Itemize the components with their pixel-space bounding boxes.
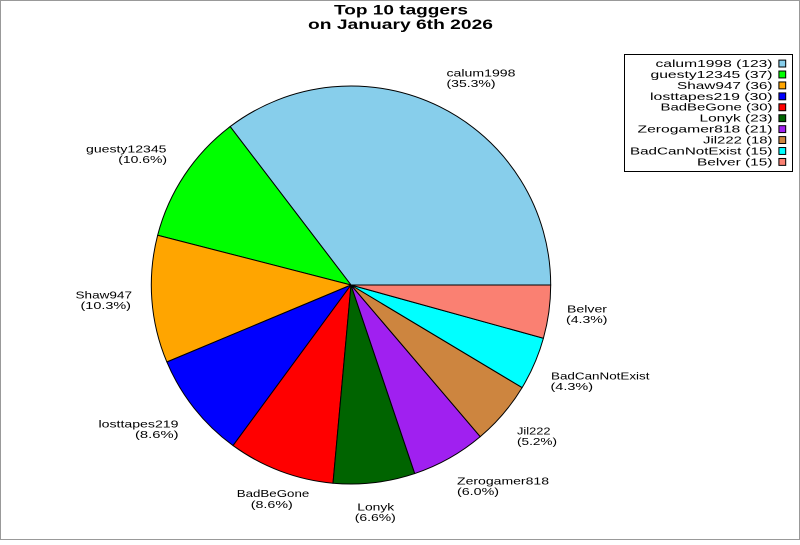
svg-text:(6.6%): (6.6%): [355, 513, 396, 524]
svg-text:Zerogamer818: Zerogamer818: [457, 476, 549, 487]
svg-text:BadCanNotExist: BadCanNotExist: [551, 371, 650, 382]
svg-text:losttapes219: losttapes219: [99, 420, 179, 431]
svg-text:Zerogamer818 (21): Zerogamer818 (21): [638, 125, 773, 136]
svg-text:(35.3%): (35.3%): [447, 79, 496, 90]
svg-text:calum1998: calum1998: [447, 68, 516, 79]
svg-text:BadCanNotExist (15): BadCanNotExist (15): [630, 146, 773, 157]
svg-text:(5.2%): (5.2%): [517, 437, 557, 448]
svg-text:losttapes219 (30): losttapes219 (30): [650, 92, 773, 103]
svg-text:Lonyk: Lonyk: [357, 502, 395, 513]
svg-text:Shaw947 (36): Shaw947 (36): [677, 81, 773, 92]
svg-text:Belver: Belver: [567, 305, 608, 316]
svg-text:(4.3%): (4.3%): [551, 382, 594, 393]
svg-text:Belver (15): Belver (15): [697, 157, 773, 168]
svg-text:(6.0%): (6.0%): [457, 487, 499, 498]
svg-text:Jil222 (18): Jil222 (18): [703, 136, 773, 147]
svg-text:(8.6%): (8.6%): [135, 430, 179, 441]
svg-text:on January 6th 2026: on January 6th 2026: [308, 16, 493, 32]
svg-text:guesty12345: guesty12345: [86, 145, 167, 156]
svg-text:(10.3%): (10.3%): [81, 301, 132, 312]
svg-text:BadBeGone (30): BadBeGone (30): [661, 103, 773, 114]
svg-text:Shaw947: Shaw947: [76, 291, 133, 302]
svg-text:calum1998 (123): calum1998 (123): [656, 59, 773, 70]
svg-text:guesty12345 (37): guesty12345 (37): [651, 70, 773, 81]
svg-text:(8.6%): (8.6%): [251, 500, 293, 511]
svg-text:Top 10 taggers: Top 10 taggers: [334, 2, 468, 18]
svg-text:(10.6%): (10.6%): [118, 155, 167, 166]
svg-text:Jil222: Jil222: [517, 427, 551, 438]
svg-text:(4.3%): (4.3%): [566, 315, 608, 326]
svg-text:Lonyk (23): Lonyk (23): [700, 114, 773, 125]
svg-text:BadBeGone: BadBeGone: [237, 489, 310, 500]
